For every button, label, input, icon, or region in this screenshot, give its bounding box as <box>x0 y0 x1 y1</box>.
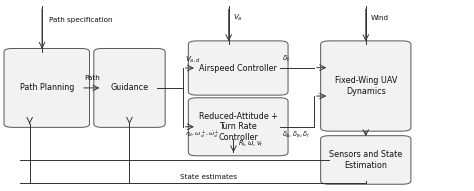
FancyBboxPatch shape <box>94 49 165 127</box>
Text: Fixed-Wing UAV
Dynamics: Fixed-Wing UAV Dynamics <box>335 76 397 96</box>
FancyBboxPatch shape <box>188 98 288 156</box>
Text: State estimates: State estimates <box>180 174 237 180</box>
Text: $\delta_t$: $\delta_t$ <box>282 53 291 64</box>
Text: Path specification: Path specification <box>49 17 113 23</box>
Text: Guidance: Guidance <box>110 83 148 92</box>
Text: Path Planning: Path Planning <box>19 83 74 92</box>
FancyBboxPatch shape <box>188 41 288 95</box>
Text: $\eta_d, \omega_d^\perp, \dot{\omega}_d^\perp$: $\eta_d, \omega_d^\perp, \dot{\omega}_d^… <box>185 129 219 140</box>
FancyBboxPatch shape <box>320 41 411 131</box>
Text: Sensors and State
Estimation: Sensors and State Estimation <box>329 150 402 170</box>
Text: Airspeed Controller: Airspeed Controller <box>199 63 277 73</box>
Text: $V_{a,d}$: $V_{a,d}$ <box>185 54 201 64</box>
FancyBboxPatch shape <box>4 49 90 127</box>
FancyBboxPatch shape <box>320 136 411 184</box>
Text: $\delta_a, \delta_e, \delta_r$: $\delta_a, \delta_e, \delta_r$ <box>282 130 310 140</box>
Text: $V_a$: $V_a$ <box>234 13 243 23</box>
Text: Path: Path <box>84 75 100 81</box>
Text: Wind: Wind <box>371 15 389 21</box>
Text: Reduced-Attitude +
Turn Rate
Controller: Reduced-Attitude + Turn Rate Controller <box>199 112 278 142</box>
Text: $R_i, \omega, v_r$: $R_i, \omega, v_r$ <box>238 139 264 149</box>
